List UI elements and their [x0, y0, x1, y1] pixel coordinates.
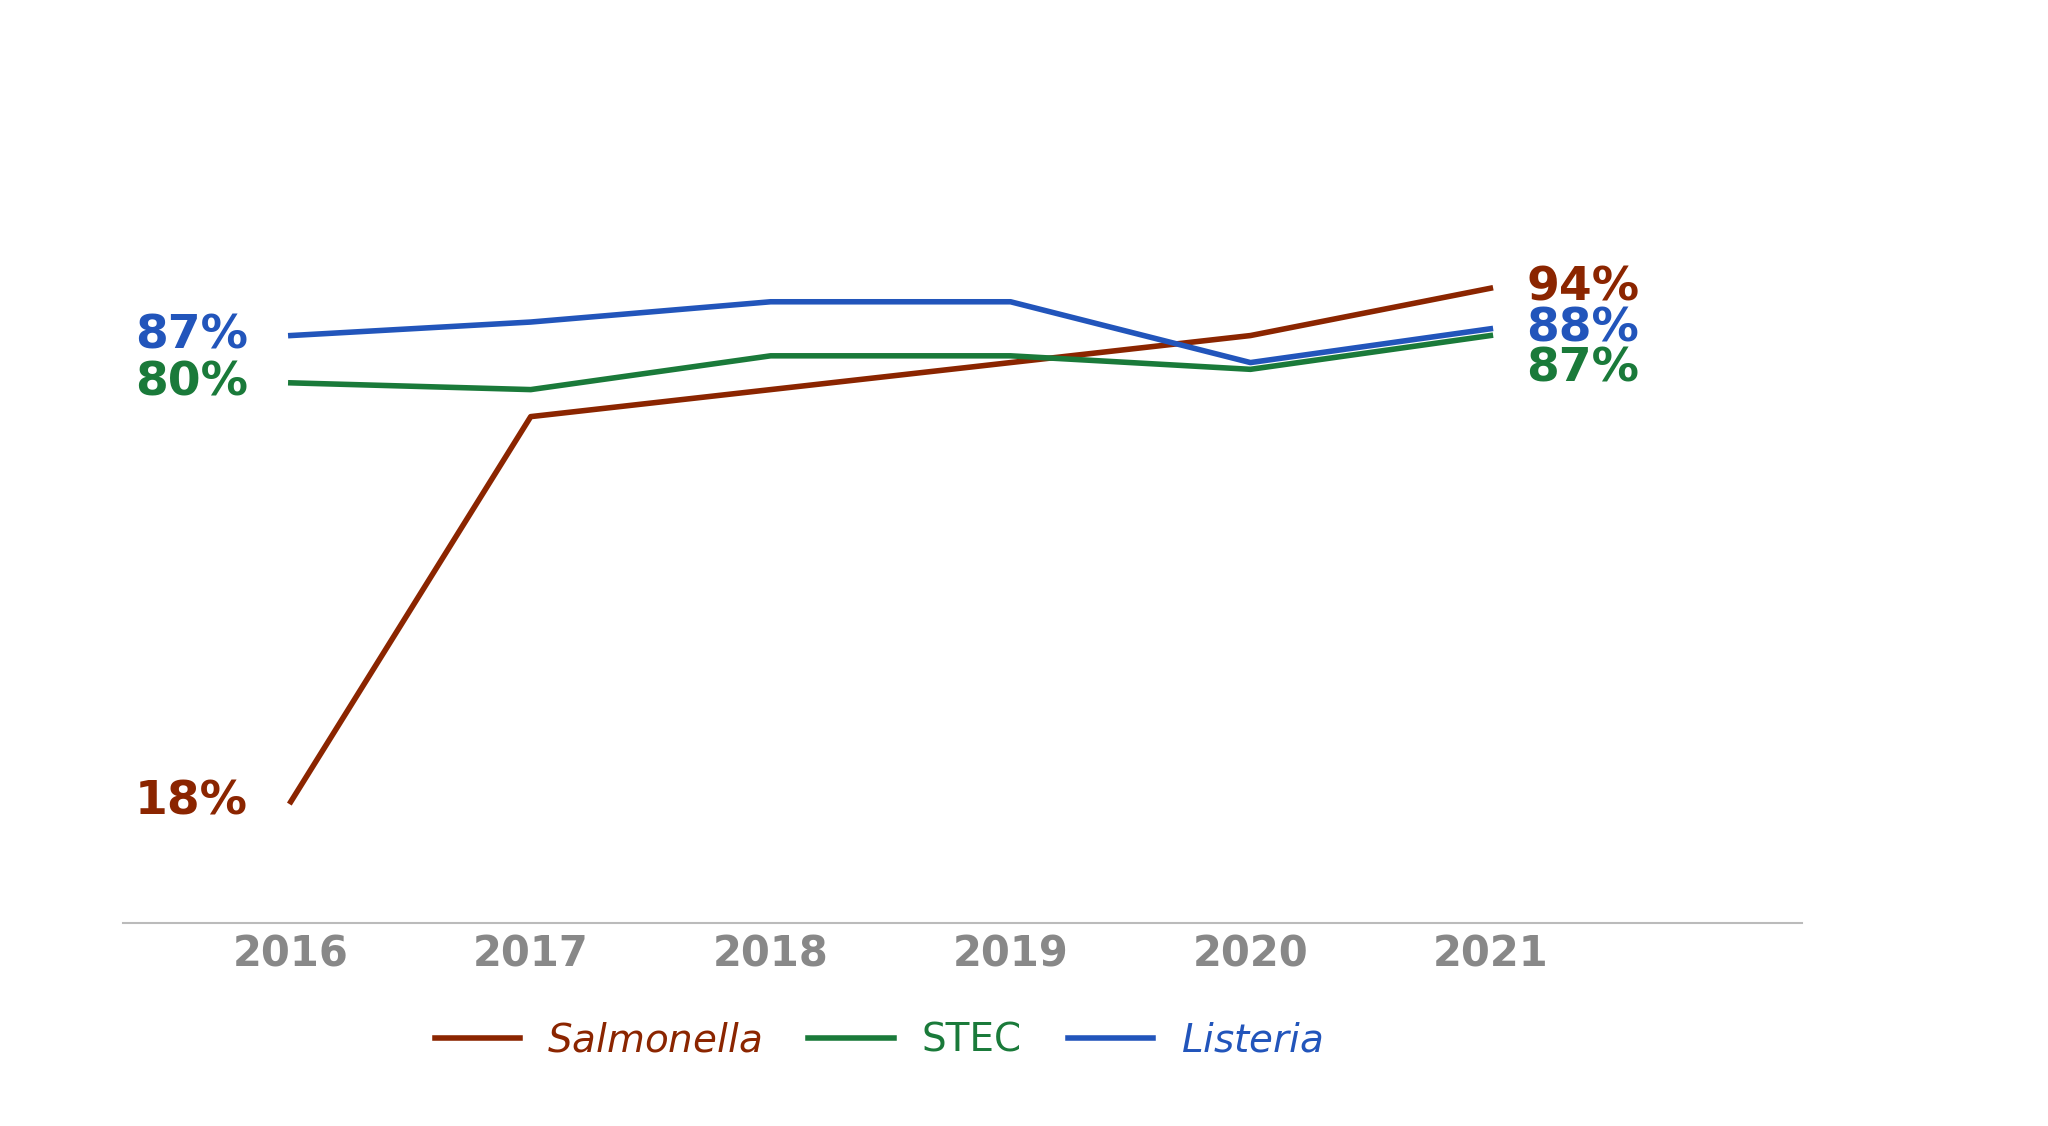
Text: 18%: 18%	[135, 779, 248, 824]
Text: 94%: 94%	[1526, 266, 1640, 311]
Text: 87%: 87%	[1526, 347, 1638, 392]
Legend: $\it{Salmonella}$, STEC, $\it{Listeria}$: $\it{Salmonella}$, STEC, $\it{Listeria}$	[420, 1006, 1337, 1075]
Text: 87%: 87%	[135, 313, 248, 358]
Text: 80%: 80%	[135, 360, 248, 405]
Text: 88%: 88%	[1526, 306, 1638, 351]
